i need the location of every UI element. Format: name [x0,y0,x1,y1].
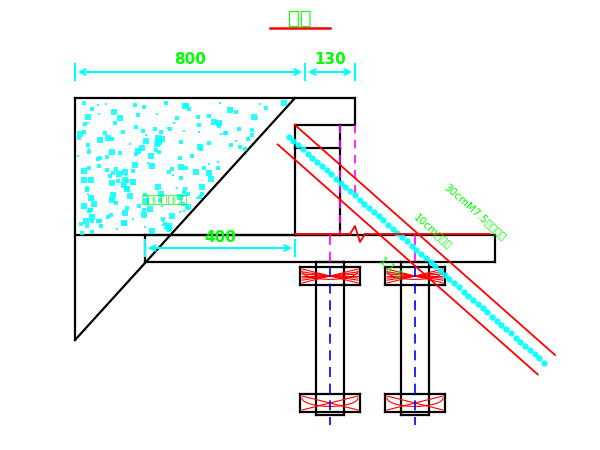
Text: 130: 130 [314,53,346,68]
Text: 台背回填砂性土: 台背回填砂性土 [142,195,188,205]
Text: 30cmM7.5浆砌片石: 30cmM7.5浆砌片石 [442,181,508,241]
Text: 400: 400 [204,230,236,246]
Text: 侧面: 侧面 [288,9,312,27]
Text: 1:1.5: 1:1.5 [377,256,404,283]
Text: 800: 800 [174,53,206,68]
Text: 10cm砂垫层: 10cm砂垫层 [412,211,454,250]
